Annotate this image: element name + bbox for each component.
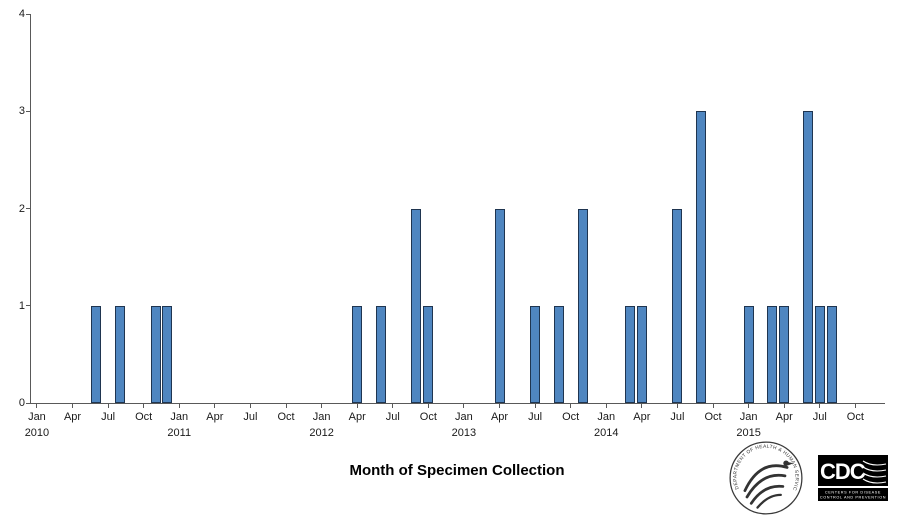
bar [530,305,541,403]
x-axis-tick [641,403,643,408]
hhs-eagle-icon [743,460,794,509]
x-axis-year-label: 2013 [451,427,477,439]
x-axis-month-label: Jul [812,411,827,423]
cdc-tagline-line1: CENTERS FOR DISEASE [825,491,881,495]
hhs-logo-icon: DEPARTMENT OF HEALTH & HUMAN SERVICES · … [728,440,803,515]
x-axis-tick [783,403,785,408]
cdc-acronym-text: CDC [820,459,866,484]
x-axis-month-label: Jan [28,411,46,423]
x-axis-month-label: Apr [775,411,793,423]
x-axis-tick [285,403,287,408]
y-axis-label: 3 [18,105,25,118]
x-axis-tick [748,403,750,408]
x-axis-month-label: Oct [277,411,295,423]
x-axis-year-label: 2010 [24,427,50,439]
bar [767,305,778,403]
bar [423,305,434,403]
bar [162,305,173,403]
x-axis-month-label: Oct [419,411,437,423]
bar [577,208,588,403]
x-axis-tick [854,403,856,408]
bar [494,208,505,403]
bar [352,305,363,403]
x-axis-tick [178,403,180,408]
x-axis-month-label: Jan [739,411,758,423]
x-axis-tick [36,403,38,408]
x-axis-month-label: Jul [101,411,116,423]
x-axis-tick [534,403,536,408]
y-axis-label: 4 [18,8,25,20]
x-axis-month-label: Jul [670,411,685,423]
x-axis-tick [427,403,429,408]
cdc-tagline-line2: CONTROL AND PREVENTION [820,496,886,500]
bar [411,208,422,403]
bar [696,111,707,403]
x-axis-month-label: Jan [455,411,473,423]
x-axis-month-label: Apr [633,411,651,423]
x-axis-month-label: Oct [135,411,153,423]
x-axis-tick [356,403,358,408]
x-axis-year-label: 2012 [309,427,334,439]
bar [624,305,635,403]
x-axis-month-label: Oct [846,411,864,423]
x-axis-tick [143,403,145,408]
x-axis-month-label: Jul [385,411,400,423]
y-axis-tick [26,13,31,15]
x-axis-tick [570,403,572,408]
x-axis-tick [712,403,714,408]
y-axis-tick [26,208,31,209]
x-axis-tick [605,403,607,408]
x-axis-title: Month of Specimen Collection [349,462,565,479]
x-axis-tick [214,403,216,408]
x-axis-month-label: Jul [243,411,258,423]
bar [672,208,683,403]
bar [802,111,813,403]
x-axis-month-label: Apr [490,411,509,423]
x-axis-tick [463,403,465,408]
x-axis-tick [321,403,323,408]
y-axis-label: 1 [18,299,25,312]
x-axis-month-label: Jul [528,411,543,423]
x-axis-month-label: Jan [312,411,331,423]
x-axis-tick [72,403,73,408]
bar [553,305,564,403]
y-axis-label: 0 [18,397,25,409]
cdc-waves-icon [862,460,887,484]
bar [826,305,837,403]
x-axis-tick [676,403,678,408]
x-axis-month-label: Apr [63,411,82,423]
y-axis-tick [26,305,31,307]
x-axis-month-label: Oct [704,411,722,423]
x-axis-tick [392,403,394,408]
bar [114,305,125,403]
x-axis-month-label: Apr [206,411,224,423]
x-axis-year-label: 2014 [594,427,619,439]
bar [636,305,647,403]
x-axis-tick [107,403,109,408]
x-axis-tick [249,403,251,408]
bar [814,305,825,403]
plot-area: 0 1 2 3 4 Jan 2010 Apr Jul Oct Jan 2011 Apr Jul Oct Jan… [19,8,885,439]
x-axis-year-label: 2011 [167,427,192,439]
x-axis-month-label: Oct [562,411,580,423]
cdc-logo-icon: CDC CENTERS FOR DISEASE CONTROL AND PREV… [818,455,888,501]
logo-group: DEPARTMENT OF HEALTH & HUMAN SERVICES · … [728,440,888,516]
x-axis-month-label: Apr [348,411,366,423]
bar [91,305,102,403]
x-axis-month-label: Jan [597,411,616,423]
x-axis-tick [499,403,500,408]
y-axis-tick [26,402,31,404]
bar [779,305,790,403]
bar [743,305,754,403]
bar [150,305,161,403]
bar [375,305,386,403]
y-axis-label: 2 [18,202,25,215]
x-axis-month-label: Jan [170,411,189,423]
x-axis-tick [819,403,821,408]
x-axis-year-label: 2015 [736,427,761,439]
y-axis-tick [26,110,31,112]
